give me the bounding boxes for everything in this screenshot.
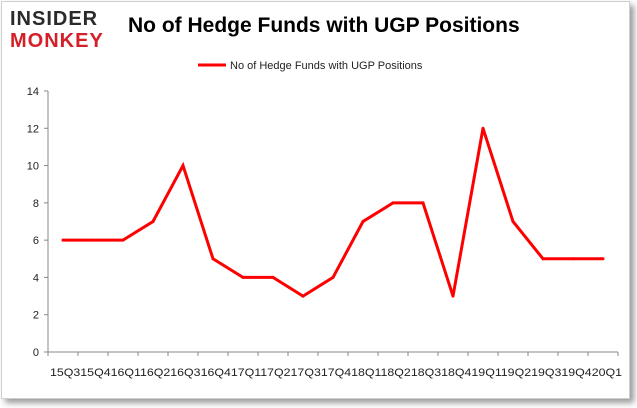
data-point bbox=[331, 275, 335, 279]
data-point bbox=[571, 257, 575, 261]
data-point bbox=[391, 201, 395, 205]
data-point bbox=[361, 220, 365, 223]
logo-line-insider: INSIDER bbox=[10, 8, 99, 30]
chart-title: No of Hedge Funds with UGP Positions bbox=[128, 14, 520, 37]
data-point bbox=[451, 294, 455, 298]
chart-frame bbox=[1, 1, 630, 399]
data-point bbox=[121, 238, 125, 242]
y-tick-label: 12 bbox=[27, 123, 39, 135]
y-tick-label: 0 bbox=[33, 347, 39, 359]
axes: 0 2 4 6 8 10 12 14 15Q315Q416Q116Q216Q316Q417Q11… bbox=[27, 86, 622, 379]
y-tick-label: 10 bbox=[27, 161, 39, 173]
plot-area bbox=[61, 126, 605, 298]
y-tick-label: 14 bbox=[27, 86, 39, 98]
y-tick-label: 2 bbox=[33, 310, 39, 322]
data-point bbox=[181, 164, 185, 168]
data-point bbox=[211, 257, 215, 261]
series-line bbox=[63, 127, 603, 298]
x-tick-labels: 15Q315Q416Q116Q216Q316Q417Q117Q217Q317Q4… bbox=[50, 367, 622, 379]
data-point bbox=[151, 220, 155, 223]
data-point bbox=[61, 238, 65, 242]
data-point bbox=[541, 257, 545, 261]
data-point bbox=[511, 220, 515, 223]
insider-monkey-logo: INSIDER MONKEY bbox=[10, 8, 122, 52]
legend-label: No of Hedge Funds with UGP Positions bbox=[230, 60, 423, 72]
data-point bbox=[301, 294, 305, 298]
y-tick-label: 6 bbox=[33, 235, 39, 247]
data-point bbox=[91, 238, 95, 242]
data-point bbox=[241, 275, 245, 279]
data-point bbox=[421, 201, 425, 205]
legend: No of Hedge Funds with UGP Positions bbox=[198, 60, 423, 72]
y-tick-label: 8 bbox=[33, 198, 39, 210]
logo-line-monkey: MONKEY bbox=[10, 30, 104, 52]
data-point bbox=[601, 257, 605, 261]
data-point bbox=[481, 126, 485, 130]
y-tick-label: 4 bbox=[33, 272, 39, 284]
data-point bbox=[271, 275, 275, 279]
